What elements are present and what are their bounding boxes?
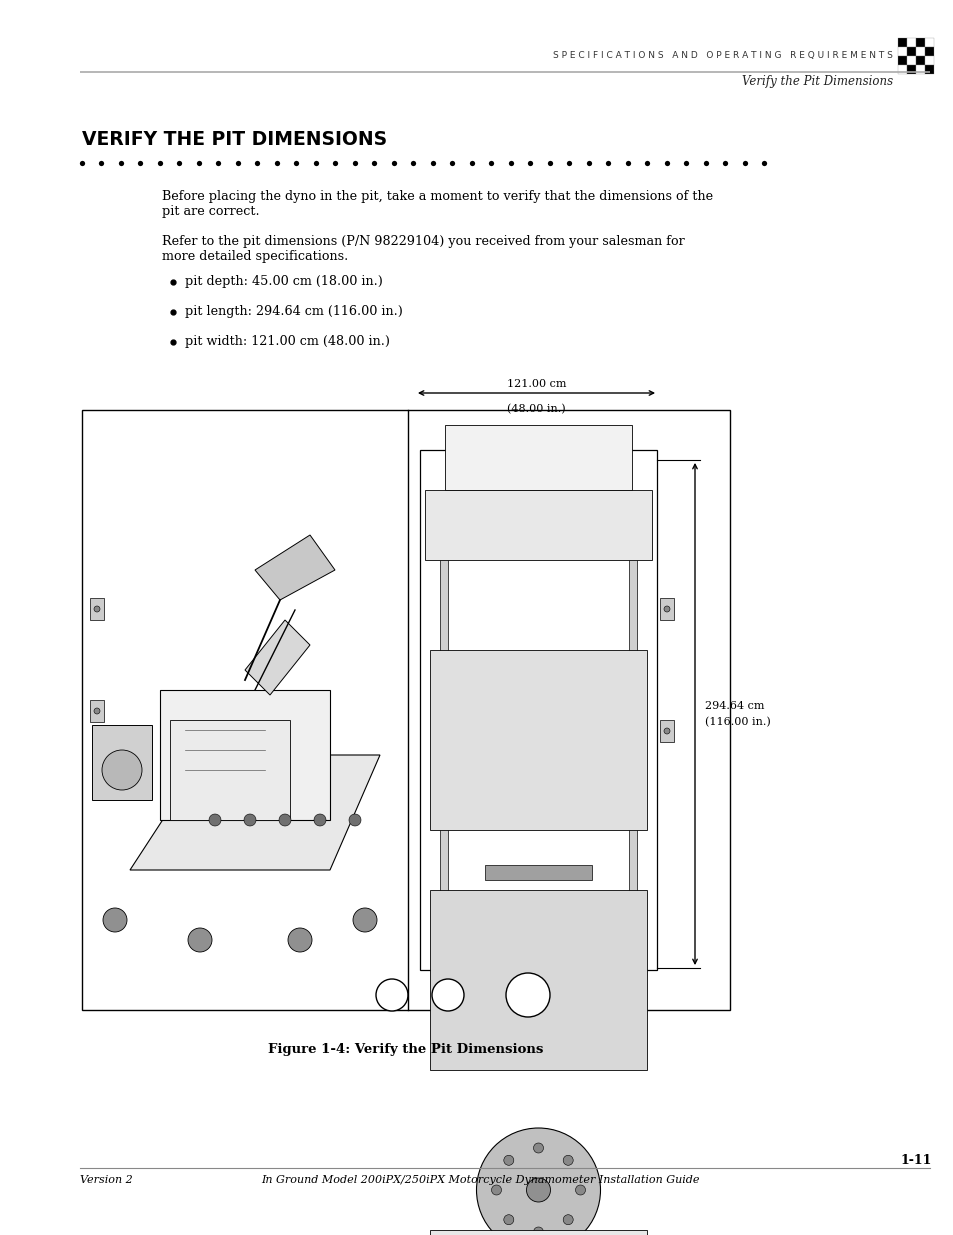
Circle shape xyxy=(94,708,100,714)
Circle shape xyxy=(503,1215,514,1225)
Text: pit width: 121.00 cm (48.00 in.): pit width: 121.00 cm (48.00 in.) xyxy=(185,336,390,348)
Circle shape xyxy=(102,750,142,790)
Circle shape xyxy=(663,606,669,613)
Bar xyxy=(659,598,673,620)
Bar xyxy=(906,56,915,65)
Bar xyxy=(915,56,924,65)
Text: S P E C I F I C A T I O N S   A N D   O P E R A T I N G   R E Q U I R E M E N T : S P E C I F I C A T I O N S A N D O P E … xyxy=(553,51,892,61)
Bar xyxy=(90,598,104,620)
Text: Version 2: Version 2 xyxy=(80,1174,132,1186)
Bar xyxy=(430,890,646,1070)
Polygon shape xyxy=(245,620,310,695)
Bar xyxy=(915,47,924,56)
Circle shape xyxy=(432,979,463,1011)
Text: Before placing the dyno in the pit, take a moment to verify that the dimensions : Before placing the dyno in the pit, take… xyxy=(162,190,713,203)
Bar xyxy=(906,65,915,74)
Circle shape xyxy=(533,1144,543,1153)
Bar xyxy=(419,450,657,969)
Text: Refer to the pit dimensions (P/N 98229104) you received from your salesman for: Refer to the pit dimensions (P/N 9822910… xyxy=(162,235,684,248)
Bar xyxy=(915,65,924,74)
Text: 294.64 cm: 294.64 cm xyxy=(704,701,763,711)
Polygon shape xyxy=(254,535,335,600)
Bar xyxy=(924,56,933,65)
Circle shape xyxy=(663,727,669,734)
Circle shape xyxy=(526,1178,550,1202)
Circle shape xyxy=(103,908,127,932)
Circle shape xyxy=(188,927,212,952)
Circle shape xyxy=(476,1128,599,1235)
Circle shape xyxy=(314,814,326,826)
Circle shape xyxy=(562,1215,573,1225)
Bar xyxy=(90,700,104,722)
Bar xyxy=(91,725,152,800)
Bar xyxy=(924,65,933,74)
Circle shape xyxy=(533,1228,543,1235)
Text: Figure 1-4: Verify the Pit Dimensions: Figure 1-4: Verify the Pit Dimensions xyxy=(268,1044,543,1056)
Text: (116.00 in.): (116.00 in.) xyxy=(704,716,770,727)
Circle shape xyxy=(209,814,221,826)
Circle shape xyxy=(575,1186,585,1195)
Bar xyxy=(439,559,448,950)
Circle shape xyxy=(94,606,100,613)
Circle shape xyxy=(349,814,360,826)
Circle shape xyxy=(503,1155,514,1166)
Bar xyxy=(430,1230,646,1235)
Bar xyxy=(897,47,906,56)
Circle shape xyxy=(244,814,255,826)
Bar xyxy=(430,650,646,830)
Bar xyxy=(444,425,631,490)
Text: 121.00 cm: 121.00 cm xyxy=(506,379,566,389)
Bar xyxy=(906,38,915,47)
Bar xyxy=(484,864,592,881)
Circle shape xyxy=(505,973,550,1016)
Text: pit length: 294.64 cm (116.00 in.): pit length: 294.64 cm (116.00 in.) xyxy=(185,305,402,319)
Text: 1-11: 1-11 xyxy=(900,1153,931,1167)
Bar xyxy=(915,38,924,47)
Text: more detailed specifications.: more detailed specifications. xyxy=(162,249,348,263)
Bar xyxy=(82,410,729,1010)
Bar xyxy=(628,559,637,950)
Bar xyxy=(160,690,330,820)
Bar xyxy=(924,38,933,47)
Bar xyxy=(659,720,673,742)
Bar xyxy=(424,490,651,559)
Circle shape xyxy=(353,908,376,932)
Circle shape xyxy=(491,1186,501,1195)
Circle shape xyxy=(278,814,291,826)
Polygon shape xyxy=(130,755,379,869)
Bar xyxy=(897,38,906,47)
Text: Verify the Pit Dimensions: Verify the Pit Dimensions xyxy=(741,75,892,88)
Circle shape xyxy=(375,979,408,1011)
Bar xyxy=(924,47,933,56)
Circle shape xyxy=(288,927,312,952)
Text: pit are correct.: pit are correct. xyxy=(162,205,259,219)
Bar xyxy=(897,65,906,74)
Bar xyxy=(897,56,906,65)
Bar xyxy=(906,47,915,56)
Text: pit depth: 45.00 cm (18.00 in.): pit depth: 45.00 cm (18.00 in.) xyxy=(185,275,382,289)
Text: (48.00 in.): (48.00 in.) xyxy=(507,404,565,414)
Text: VERIFY THE PIT DIMENSIONS: VERIFY THE PIT DIMENSIONS xyxy=(82,130,387,149)
Bar xyxy=(170,720,290,820)
Text: In Ground Model 200iPX/250iPX Motorcycle Dynamometer Installation Guide: In Ground Model 200iPX/250iPX Motorcycle… xyxy=(260,1174,699,1186)
Circle shape xyxy=(562,1155,573,1166)
